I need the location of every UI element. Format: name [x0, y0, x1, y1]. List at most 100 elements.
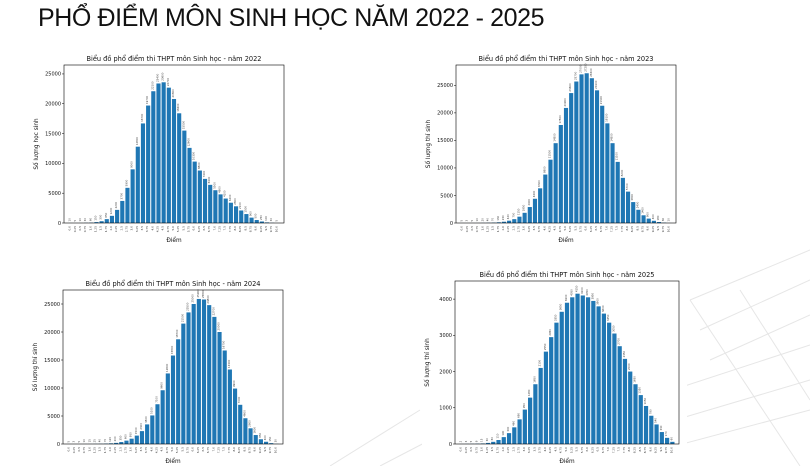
- data-label: 4050: [585, 289, 589, 296]
- bar: [485, 442, 491, 444]
- x-tick-label: 1.0: [87, 447, 91, 452]
- x-tick-label: 10.0: [273, 447, 277, 453]
- bar: [594, 90, 600, 224]
- data-label: 10: [68, 218, 72, 222]
- data-label: 25000: [191, 294, 195, 303]
- x-tick-label: 0.75: [83, 226, 87, 232]
- x-tick-label: 6.0: [191, 447, 195, 452]
- x-tick-label: 1.25: [93, 226, 97, 232]
- x-tick-label: 5.5: [573, 226, 577, 231]
- data-label: 3050: [611, 325, 615, 332]
- data-label: 1050: [643, 398, 647, 405]
- x-tick-label: 5.0: [563, 226, 567, 231]
- bar: [227, 369, 232, 444]
- x-tick-label: 7.25: [610, 226, 614, 232]
- x-tick-label: 4.75: [558, 226, 562, 232]
- data-label: 25: [92, 439, 96, 443]
- y-tick-label: 25000: [44, 302, 60, 308]
- data-label: 250: [259, 215, 263, 220]
- data-label: 1150: [516, 208, 520, 215]
- bar: [269, 443, 274, 444]
- x-tick-label: 8.0: [232, 447, 236, 452]
- y-tick-label: 5000: [47, 414, 60, 420]
- data-label: 850: [258, 432, 262, 437]
- data-label: 1650: [632, 376, 636, 383]
- bar: [622, 358, 628, 444]
- data-label: 3350: [606, 314, 610, 321]
- data-label: 25800: [201, 289, 205, 298]
- y-tick-label: 20000: [45, 102, 61, 108]
- bar: [151, 91, 156, 223]
- x-tick-label: 8.0: [625, 226, 629, 231]
- y-tick-label: 3000: [439, 333, 452, 339]
- bar: [620, 177, 625, 223]
- data-label: 4100: [580, 287, 584, 294]
- bar: [130, 169, 135, 223]
- y-axis-label: Số lượng học sinh: [33, 118, 40, 170]
- bar: [202, 178, 208, 223]
- data-label: 3: [464, 440, 468, 442]
- x-tick-label: 3.25: [527, 447, 531, 453]
- data-label: 110: [496, 433, 500, 438]
- x-axis-label: Điểm: [165, 458, 181, 465]
- bar: [580, 295, 585, 444]
- data-label: 2200: [114, 201, 118, 208]
- chart-svg: Biểu đồ phổ điểm thi THPT môn Sinh học -…: [425, 54, 677, 244]
- bar: [532, 198, 538, 223]
- x-tick-label: 10.0: [274, 226, 278, 232]
- data-label: 16700: [140, 113, 144, 122]
- x-tick-label: 6.25: [197, 226, 201, 232]
- bar: [191, 304, 196, 444]
- data-label: 2300: [139, 423, 143, 430]
- x-tick-label: 1.25: [485, 226, 489, 232]
- data-label: 2900: [527, 199, 531, 206]
- bar: [115, 209, 120, 223]
- bar: [129, 438, 134, 444]
- x-tick-label: 4.0: [150, 226, 154, 231]
- x-tick-label: 6.75: [207, 226, 211, 232]
- x-tick-label: 7.25: [611, 447, 615, 453]
- plot-frame: [62, 289, 284, 445]
- x-tick-label: 0.25: [465, 226, 469, 232]
- x-tick-label: 4.75: [165, 447, 169, 453]
- x-tick-label: 0.75: [82, 447, 86, 453]
- bar: [559, 311, 564, 444]
- data-label: 20: [480, 218, 484, 222]
- x-tick-label: 6.5: [201, 447, 205, 452]
- x-tick-label: 5.75: [580, 447, 584, 453]
- data-label: 500: [254, 213, 258, 218]
- x-tick-label: 2.5: [118, 447, 122, 452]
- bar: [659, 432, 664, 444]
- bar: [646, 218, 651, 223]
- x-tick-label: 3.5: [139, 447, 143, 452]
- x-tick-label: 3.0: [522, 226, 526, 231]
- data-label: 600: [123, 434, 127, 439]
- bar: [248, 428, 253, 444]
- x-tick-label: 4.5: [553, 447, 557, 452]
- data-label: 26300: [589, 68, 593, 77]
- data-label: 2700: [617, 338, 621, 345]
- bar: [134, 435, 139, 444]
- data-label: 40: [485, 218, 489, 222]
- data-label: 20000: [217, 322, 221, 331]
- data-label: 330: [659, 425, 663, 430]
- data-label: 11500: [547, 150, 551, 159]
- data-label: 2000: [627, 363, 631, 370]
- data-label: 9000: [130, 161, 134, 168]
- data-label: 100: [264, 216, 268, 221]
- x-tick-label: 5.25: [175, 447, 179, 453]
- data-label: 5: [73, 219, 77, 221]
- data-label: 3950: [590, 292, 594, 299]
- data-label: 3650: [559, 303, 563, 310]
- data-label: 1650: [532, 376, 536, 383]
- bar: [625, 191, 631, 223]
- bar: [558, 125, 563, 223]
- x-tick-label: 7.0: [211, 447, 215, 452]
- bar: [145, 424, 150, 444]
- x-tick-label: 0.5: [470, 226, 474, 231]
- data-label: 150: [93, 215, 97, 220]
- data-label: 4050: [569, 289, 573, 296]
- bar: [538, 367, 543, 444]
- x-tick-label: 6.75: [599, 226, 603, 232]
- data-label: 18700: [175, 329, 179, 338]
